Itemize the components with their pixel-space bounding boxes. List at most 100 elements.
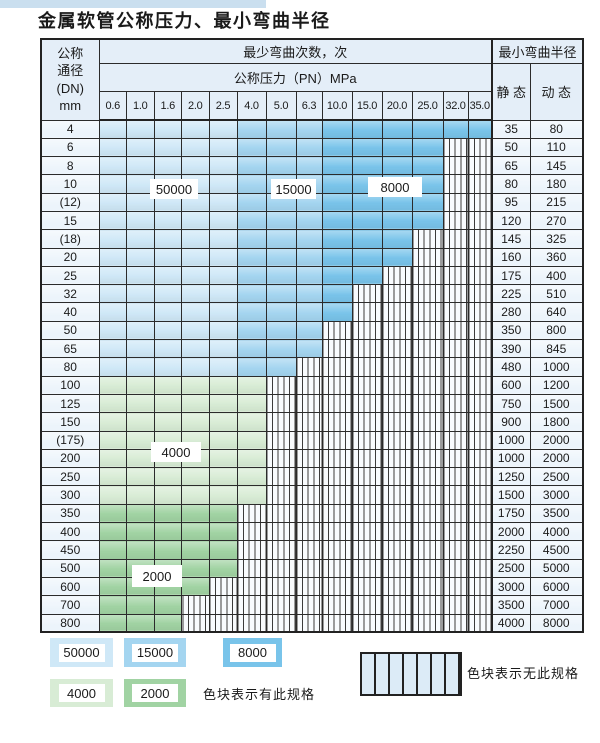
spec-cell bbox=[265, 302, 297, 322]
spec-cell bbox=[351, 119, 383, 139]
no-spec-cell bbox=[442, 302, 469, 322]
spec-cell bbox=[181, 339, 210, 359]
spec-cell bbox=[98, 393, 127, 414]
legend-no-spec-note: 色块表示无此规格 bbox=[467, 665, 580, 681]
spec-cell bbox=[208, 375, 238, 395]
dn-cell: (18) bbox=[40, 229, 100, 249]
table-row: 400 2000 4000 bbox=[40, 522, 584, 542]
no-spec-cell bbox=[265, 595, 297, 615]
page-title: 金属软管公称压力、最小弯曲半径 bbox=[38, 11, 331, 32]
no-spec-cell bbox=[467, 613, 493, 633]
no-spec-cell bbox=[381, 430, 413, 450]
spec-cell bbox=[411, 156, 444, 176]
dn-cell: 32 bbox=[40, 284, 100, 304]
spec-cell bbox=[321, 247, 353, 267]
dynamic-value-cell: 7000 bbox=[529, 595, 584, 615]
legend: 50000 15000 8000 4000 2000 色块表示有此规格 色块表示… bbox=[0, 635, 600, 741]
spec-cell bbox=[126, 357, 155, 377]
static-value-cell: 350 bbox=[491, 320, 531, 341]
table-row: 6 50 110 bbox=[40, 137, 584, 158]
spec-cell bbox=[98, 540, 127, 560]
no-spec-cell bbox=[411, 412, 444, 432]
no-spec-cell bbox=[295, 375, 323, 395]
dn-cell: 80 bbox=[40, 357, 100, 377]
table-row: 125 750 1500 bbox=[40, 393, 584, 414]
spec-cell bbox=[181, 503, 210, 524]
spec-cell bbox=[153, 375, 182, 395]
no-spec-cell bbox=[411, 229, 444, 249]
spec-cell bbox=[126, 320, 155, 341]
spec-cell bbox=[153, 302, 182, 322]
dn-cell: 450 bbox=[40, 540, 100, 560]
no-spec-cell bbox=[467, 156, 493, 176]
corner-header-line: 通径 bbox=[57, 63, 84, 79]
no-spec-cell bbox=[442, 467, 469, 487]
table-row: 500 2500 5000 bbox=[40, 558, 584, 578]
spec-cell bbox=[381, 229, 413, 249]
table-row: 8 65 145 bbox=[40, 156, 584, 176]
no-spec-cell bbox=[321, 375, 353, 395]
spec-cell bbox=[181, 393, 210, 414]
spec-cell bbox=[98, 613, 127, 633]
no-spec-cell bbox=[411, 576, 444, 597]
spec-cell bbox=[381, 210, 413, 231]
no-spec-cell bbox=[351, 302, 383, 322]
spec-cell bbox=[126, 284, 155, 304]
spec-cell bbox=[208, 357, 238, 377]
static-value-cell: 1000 bbox=[491, 448, 531, 469]
pressure-header-cell: 公称压力（PN）MPa bbox=[98, 63, 493, 92]
spec-cell bbox=[181, 485, 210, 505]
static-value-cell: 50 bbox=[491, 137, 531, 158]
spec-cell bbox=[153, 393, 182, 414]
table-row: 65 390 845 bbox=[40, 339, 584, 359]
spec-cell bbox=[126, 210, 155, 231]
spec-cell bbox=[181, 156, 210, 176]
dynamic-value-cell: 845 bbox=[529, 339, 584, 359]
legend-swatch-15000: 15000 bbox=[124, 638, 186, 667]
legend-swatch-label: 2000 bbox=[132, 684, 178, 702]
static-value-cell: 1500 bbox=[491, 485, 531, 505]
spec-cell bbox=[236, 156, 267, 176]
no-spec-cell bbox=[467, 595, 493, 615]
no-spec-cell bbox=[381, 339, 413, 359]
spec-cell bbox=[351, 265, 383, 286]
table-row: 100 600 1200 bbox=[40, 375, 584, 395]
no-spec-cell bbox=[321, 357, 353, 377]
spec-cell bbox=[208, 448, 238, 469]
spec-cell bbox=[411, 210, 444, 231]
spec-cell bbox=[181, 375, 210, 395]
spec-cell bbox=[181, 576, 210, 597]
spec-cell bbox=[467, 119, 493, 139]
dynamic-value-cell: 3500 bbox=[529, 503, 584, 524]
spec-cell bbox=[381, 156, 413, 176]
dynamic-value-cell: 110 bbox=[529, 137, 584, 158]
no-spec-cell bbox=[442, 247, 469, 267]
dynamic-value-cell: 270 bbox=[529, 210, 584, 231]
no-spec-cell bbox=[321, 540, 353, 560]
spec-cell bbox=[295, 302, 323, 322]
no-spec-cell bbox=[411, 430, 444, 450]
spec-cell bbox=[98, 174, 127, 194]
spec-cell bbox=[208, 320, 238, 341]
spec-cell bbox=[208, 393, 238, 414]
no-spec-cell bbox=[381, 576, 413, 597]
no-spec-cell bbox=[295, 503, 323, 524]
dynamic-value-cell: 1500 bbox=[529, 393, 584, 414]
spec-cell bbox=[351, 247, 383, 267]
spec-cell bbox=[381, 137, 413, 158]
top-strip-decor bbox=[0, 0, 266, 8]
spec-cell bbox=[411, 119, 444, 139]
spec-cell bbox=[181, 357, 210, 377]
no-spec-cell bbox=[442, 393, 469, 414]
dn-cell: 400 bbox=[40, 522, 100, 542]
no-spec-cell bbox=[381, 302, 413, 322]
pressure-tick-cell: 20.0 bbox=[381, 91, 413, 121]
spec-cell bbox=[126, 595, 155, 615]
no-spec-cell bbox=[236, 576, 267, 597]
no-spec-cell bbox=[442, 137, 469, 158]
table-row: 300 1500 3000 bbox=[40, 485, 584, 505]
no-spec-cell bbox=[442, 192, 469, 212]
static-value-cell: 2000 bbox=[491, 522, 531, 542]
no-spec-cell bbox=[442, 156, 469, 176]
